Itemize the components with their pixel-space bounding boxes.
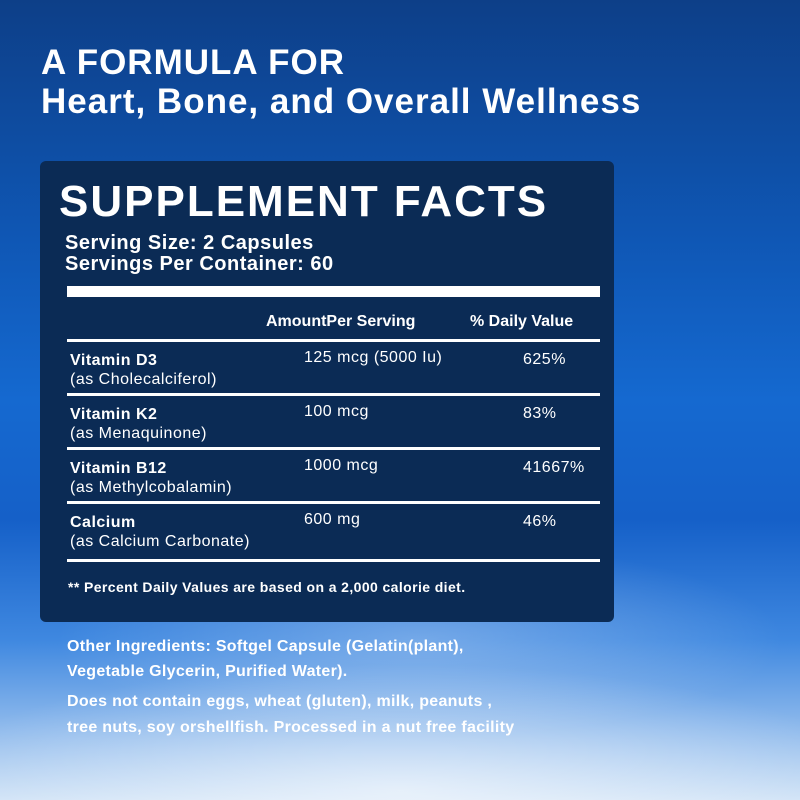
serving-size: Serving Size: 2 Capsules xyxy=(65,232,314,254)
nutrient-row-calcium: Calcium (as Calcium Carbonate) 600 mg 46… xyxy=(40,511,614,563)
row-divider xyxy=(67,393,600,396)
nutrient-amount: 125 mcg (5000 Iu) xyxy=(304,349,443,366)
daily-value-column-header: % Daily Value xyxy=(470,313,574,330)
headline-line-1: A FORMULA FOR xyxy=(41,43,345,82)
serving-info: Serving Size: 2 Capsules Servings Per Co… xyxy=(65,233,334,275)
nutrient-daily-value: 83% xyxy=(523,405,557,422)
header-divider xyxy=(67,339,600,342)
thick-divider xyxy=(67,286,600,297)
nutrient-name: Calcium xyxy=(70,514,136,531)
row-divider xyxy=(67,501,600,504)
daily-value-footnote: ** Percent Daily Values are based on a 2… xyxy=(68,579,466,595)
headline-line-2: Heart, Bone, and Overall Wellness xyxy=(41,82,642,121)
supplement-facts-panel: SUPPLEMENT FACTS Serving Size: 2 Capsule… xyxy=(40,161,614,622)
footer-divider xyxy=(67,559,600,562)
servings-per-container: Servings Per Container: 60 xyxy=(65,253,334,275)
row-divider xyxy=(67,447,600,450)
nutrient-form: (as Menaquinone) xyxy=(70,425,207,442)
nutrient-form: (as Calcium Carbonate) xyxy=(70,533,250,550)
ingredients-line-2: Vegetable Glycerin, Purified Water). xyxy=(67,663,348,680)
allergens-line-1: Does not contain eggs, wheat (gluten), m… xyxy=(67,693,493,710)
nutrient-daily-value: 625% xyxy=(523,351,566,368)
other-ingredients: Other Ingredients: Softgel Capsule (Gela… xyxy=(67,634,464,684)
amount-column-header: AmountPer Serving xyxy=(266,313,416,330)
supplement-facts-title: SUPPLEMENT FACTS xyxy=(59,177,549,226)
nutrient-form: (as Cholecalciferol) xyxy=(70,371,217,388)
nutrient-amount: 600 mg xyxy=(304,511,361,528)
page-headline: A FORMULA FOR Heart, Bone, and Overall W… xyxy=(41,44,641,122)
nutrient-name: Vitamin D3 xyxy=(70,352,158,369)
nutrient-name: Vitamin B12 xyxy=(70,460,167,477)
nutrient-daily-value: 46% xyxy=(523,513,557,530)
nutrient-name: Vitamin K2 xyxy=(70,406,158,423)
ingredients-line-1: Other Ingredients: Softgel Capsule (Gela… xyxy=(67,638,464,655)
allergen-statement: Does not contain eggs, wheat (gluten), m… xyxy=(67,689,514,741)
nutrient-daily-value: 41667% xyxy=(523,459,585,476)
nutrient-form: (as Methylcobalamin) xyxy=(70,479,233,496)
nutrient-row-vitamin-d3: Vitamin D3 (as Cholecalciferol) 125 mcg … xyxy=(40,349,614,401)
nutrient-amount: 1000 mcg xyxy=(304,457,379,474)
nutrient-row-vitamin-k2: Vitamin K2 (as Menaquinone) 100 mcg 83% xyxy=(40,403,614,455)
allergens-line-2: tree nuts, soy orshellfish. Processed in… xyxy=(67,719,515,736)
nutrient-row-vitamin-b12: Vitamin B12 (as Methylcobalamin) 1000 mc… xyxy=(40,457,614,509)
nutrient-amount: 100 mcg xyxy=(304,403,369,420)
